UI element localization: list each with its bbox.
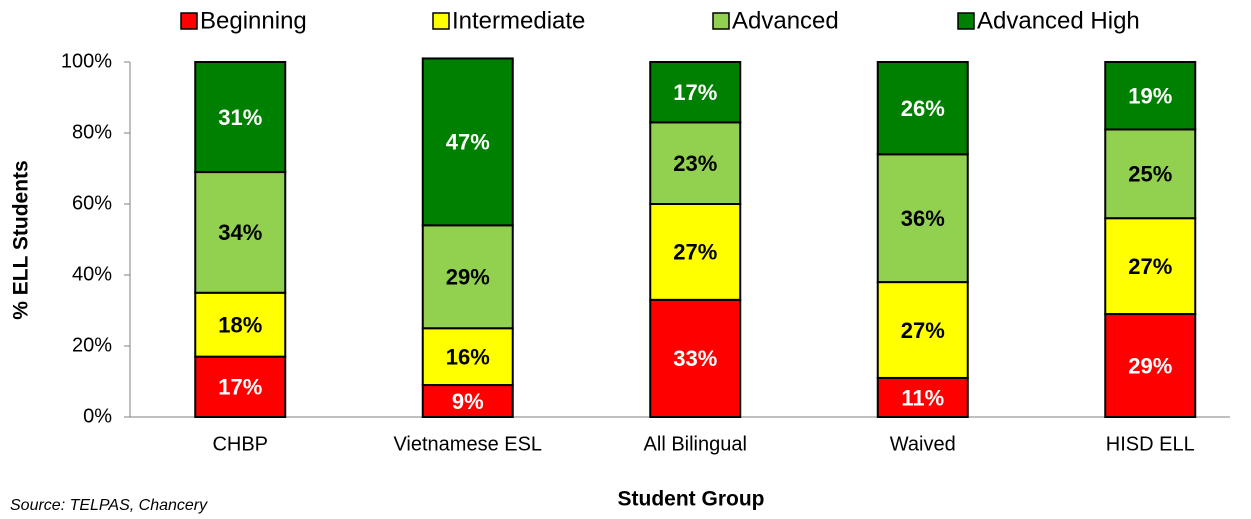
data-label: 27% (673, 240, 717, 265)
data-label: 23% (673, 151, 717, 176)
bar-segment (421, 57, 514, 227)
legend-swatch (957, 12, 975, 30)
legend-label: Advanced High (977, 7, 1140, 34)
bar-segment (1104, 61, 1197, 131)
data-label: 47% (446, 130, 490, 155)
y-axis-label: % ELL Students (10, 160, 33, 319)
data-label: 27% (1128, 254, 1172, 279)
bar-segment (1104, 128, 1197, 220)
x-tick-label: All Bilingual (644, 433, 747, 455)
y-tick-label: 80% (72, 121, 112, 143)
bar-segment (876, 61, 969, 156)
data-label: 17% (218, 375, 262, 400)
data-label: 17% (673, 80, 717, 105)
data-label: 31% (218, 105, 262, 130)
data-label: 27% (901, 318, 945, 343)
legend-swatch (180, 12, 198, 30)
bar-segment (194, 291, 287, 358)
data-label: 9% (452, 389, 484, 414)
bar-segment (194, 171, 287, 294)
bar-segment (194, 355, 287, 418)
bar-segment (649, 61, 742, 124)
x-tick-label: Vietnamese ESL (393, 433, 542, 455)
bar-segment (876, 376, 969, 419)
y-tick-label: 60% (72, 192, 112, 214)
data-label: 25% (1128, 162, 1172, 187)
bar-segment (1104, 217, 1197, 316)
data-label: 36% (901, 206, 945, 231)
bar-segment (1104, 313, 1197, 418)
data-label: 19% (1128, 84, 1172, 109)
legend-swatch (712, 12, 730, 30)
legend-label: Intermediate (452, 7, 585, 34)
bar-segment (649, 121, 742, 205)
bar-segment (649, 203, 742, 301)
bar-segment (649, 298, 742, 419)
data-label: 34% (218, 220, 262, 245)
bar-segment (194, 61, 287, 174)
source-note: Source: TELPAS, Chancery (10, 497, 208, 514)
legend-label: Beginning (200, 7, 307, 34)
data-label: 26% (901, 96, 945, 121)
y-tick-label: 20% (72, 334, 112, 356)
x-tick-label: CHBP (212, 433, 268, 455)
y-tick-label: 0% (83, 405, 112, 427)
data-label: 29% (1128, 353, 1172, 378)
data-label: 29% (446, 265, 490, 290)
legend-swatch (432, 12, 450, 30)
bar-segment (421, 384, 514, 418)
y-tick-label: 100% (61, 50, 112, 72)
legend-label: Advanced (732, 7, 839, 34)
data-label: 33% (673, 346, 717, 371)
y-tick-label: 40% (72, 263, 112, 285)
x-tick-label: Waived (890, 433, 956, 455)
x-tick-label: HISD ELL (1106, 433, 1195, 455)
data-label: 11% (901, 385, 944, 410)
x-axis-label: Student Group (618, 488, 765, 511)
data-label: 16% (446, 344, 490, 369)
data-label: 18% (218, 313, 262, 338)
